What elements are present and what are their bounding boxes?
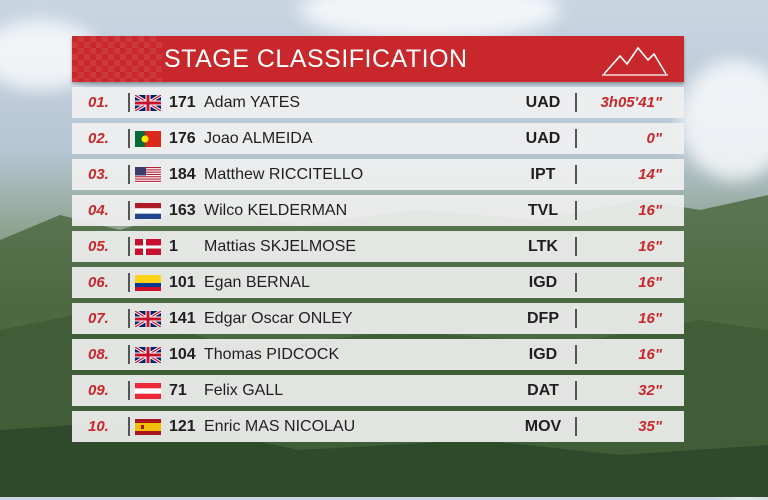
time-gap: 14" — [638, 166, 662, 183]
time-gap: 3h05'41" — [600, 94, 662, 111]
rank: 04. — [88, 202, 109, 219]
rank: 09. — [88, 382, 109, 399]
table-row: 06. 101 Egan BERNAL IGD 16" — [72, 267, 684, 298]
divider — [575, 345, 577, 364]
table-row: 09. 71 Felix GALL DAT 32" — [72, 375, 684, 406]
rank: 03. — [88, 166, 109, 183]
team-code: MOV — [524, 418, 562, 435]
team-code: DAT — [527, 382, 559, 399]
team-code: IGD — [528, 274, 558, 291]
divider — [128, 273, 130, 292]
bib-number: 104 — [169, 346, 196, 363]
es-flag-icon — [135, 419, 161, 435]
bib-number: 184 — [169, 166, 196, 183]
bib-number: 163 — [169, 202, 196, 219]
table-row: 03. 184 Matthew RICCITELLO IPT 14" — [72, 159, 684, 190]
pt-flag-icon — [135, 131, 161, 147]
rider-name: Edgar Oscar ONLEY — [204, 310, 353, 327]
team-code: IGD — [528, 346, 558, 363]
nl-flag-icon — [135, 203, 161, 219]
bib-number: 121 — [169, 418, 196, 435]
gb-flag-icon — [134, 345, 162, 365]
divider — [128, 165, 130, 184]
time-gap: 0" — [646, 130, 662, 147]
rider-name: Enric MAS NICOLAU — [204, 418, 356, 435]
rider-name: Adam YATES — [204, 94, 301, 111]
divider — [575, 309, 577, 328]
rider-name: Wilco KELDERMAN — [204, 202, 348, 219]
table-row: 07. 141 Edgar Oscar ONLEY DFP 16" — [72, 303, 684, 334]
time-gap: 16" — [638, 274, 662, 291]
time-gap: 16" — [638, 310, 662, 327]
divider — [575, 417, 577, 436]
divider — [128, 417, 130, 436]
bib-number: 141 — [169, 310, 196, 327]
divider — [575, 381, 577, 400]
divider — [128, 309, 130, 328]
divider — [128, 129, 130, 148]
rider-name: Egan BERNAL — [204, 274, 310, 291]
team-code: UAD — [525, 130, 561, 147]
team-code: TVL — [527, 202, 559, 219]
divider — [128, 93, 130, 112]
divider — [128, 237, 130, 256]
cloud — [680, 60, 768, 180]
team-code: UAD — [525, 94, 561, 111]
co-flag-icon — [135, 275, 161, 291]
at-flag-icon — [135, 383, 161, 399]
divider — [575, 273, 577, 292]
gb-flag-icon — [134, 309, 162, 329]
divider — [128, 381, 130, 400]
page-title: STAGE CLASSIFICATION — [164, 45, 468, 73]
table-row: 10. 121 Enric MAS NICOLAU MOV 35" — [72, 411, 684, 442]
team-code: LTK — [528, 238, 558, 255]
rank: 10. — [88, 418, 109, 435]
divider — [575, 129, 577, 148]
rank: 07. — [88, 310, 109, 327]
classification-list: 01. 171 Adam YATES UAD 3h05'41" 02. 176 … — [72, 87, 684, 442]
table-row: 02. 176 Joao ALMEIDA UAD 0" — [72, 123, 684, 154]
divider — [575, 93, 577, 112]
us-flag-icon — [135, 167, 161, 183]
table-row: 04. 163 Wilco KELDERMAN TVL 16" — [72, 195, 684, 226]
divider — [575, 165, 577, 184]
table-row: 01. 171 Adam YATES UAD 3h05'41" — [72, 87, 684, 118]
table-row: 08. 104 Thomas PIDCOCK IGD 16" — [72, 339, 684, 370]
rider-name: Joao ALMEIDA — [204, 130, 313, 147]
stage-classification-panel: STAGE CLASSIFICATION 01. 171 Adam YATES … — [72, 36, 684, 447]
divider — [128, 201, 130, 220]
gb-flag-icon — [134, 93, 162, 113]
time-gap: 35" — [638, 418, 662, 435]
team-code: IPT — [530, 166, 556, 183]
rider-name: Mattias SKJELMOSE — [204, 238, 357, 255]
divider — [575, 237, 577, 256]
mountain-icon — [602, 46, 668, 76]
bib-number: 171 — [169, 94, 196, 111]
bib-number: 101 — [169, 274, 196, 291]
time-gap: 16" — [638, 238, 662, 255]
table-row: 05. 1 Mattias SKJELMOSE LTK 16" — [72, 231, 684, 262]
rank: 02. — [88, 130, 109, 147]
panel-header: STAGE CLASSIFICATION — [72, 36, 684, 82]
rider-name: Thomas PIDCOCK — [204, 346, 340, 363]
dk-flag-icon — [135, 239, 161, 255]
rider-name: Felix GALL — [204, 382, 284, 399]
time-gap: 32" — [638, 382, 662, 399]
team-code: DFP — [527, 310, 559, 327]
time-gap: 16" — [638, 202, 662, 219]
rank: 05. — [88, 238, 109, 255]
bib-number: 176 — [169, 130, 196, 147]
bib-number: 71 — [169, 382, 187, 399]
divider — [575, 201, 577, 220]
rank: 08. — [88, 346, 109, 363]
rider-name: Matthew RICCITELLO — [204, 166, 364, 183]
checkered-pattern — [72, 36, 162, 82]
bib-number: 1 — [169, 238, 178, 255]
time-gap: 16" — [638, 346, 662, 363]
divider — [128, 345, 130, 364]
rank: 06. — [88, 274, 109, 291]
rank: 01. — [88, 94, 109, 111]
